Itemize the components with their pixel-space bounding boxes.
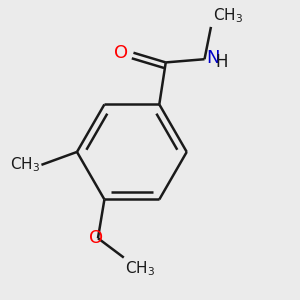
Text: H: H <box>215 53 228 71</box>
Text: CH$_3$: CH$_3$ <box>10 155 40 174</box>
Text: N: N <box>206 49 220 67</box>
Text: O: O <box>89 229 103 247</box>
Text: CH$_3$: CH$_3$ <box>125 259 155 278</box>
Text: CH$_3$: CH$_3$ <box>213 7 243 25</box>
Text: O: O <box>115 44 129 62</box>
